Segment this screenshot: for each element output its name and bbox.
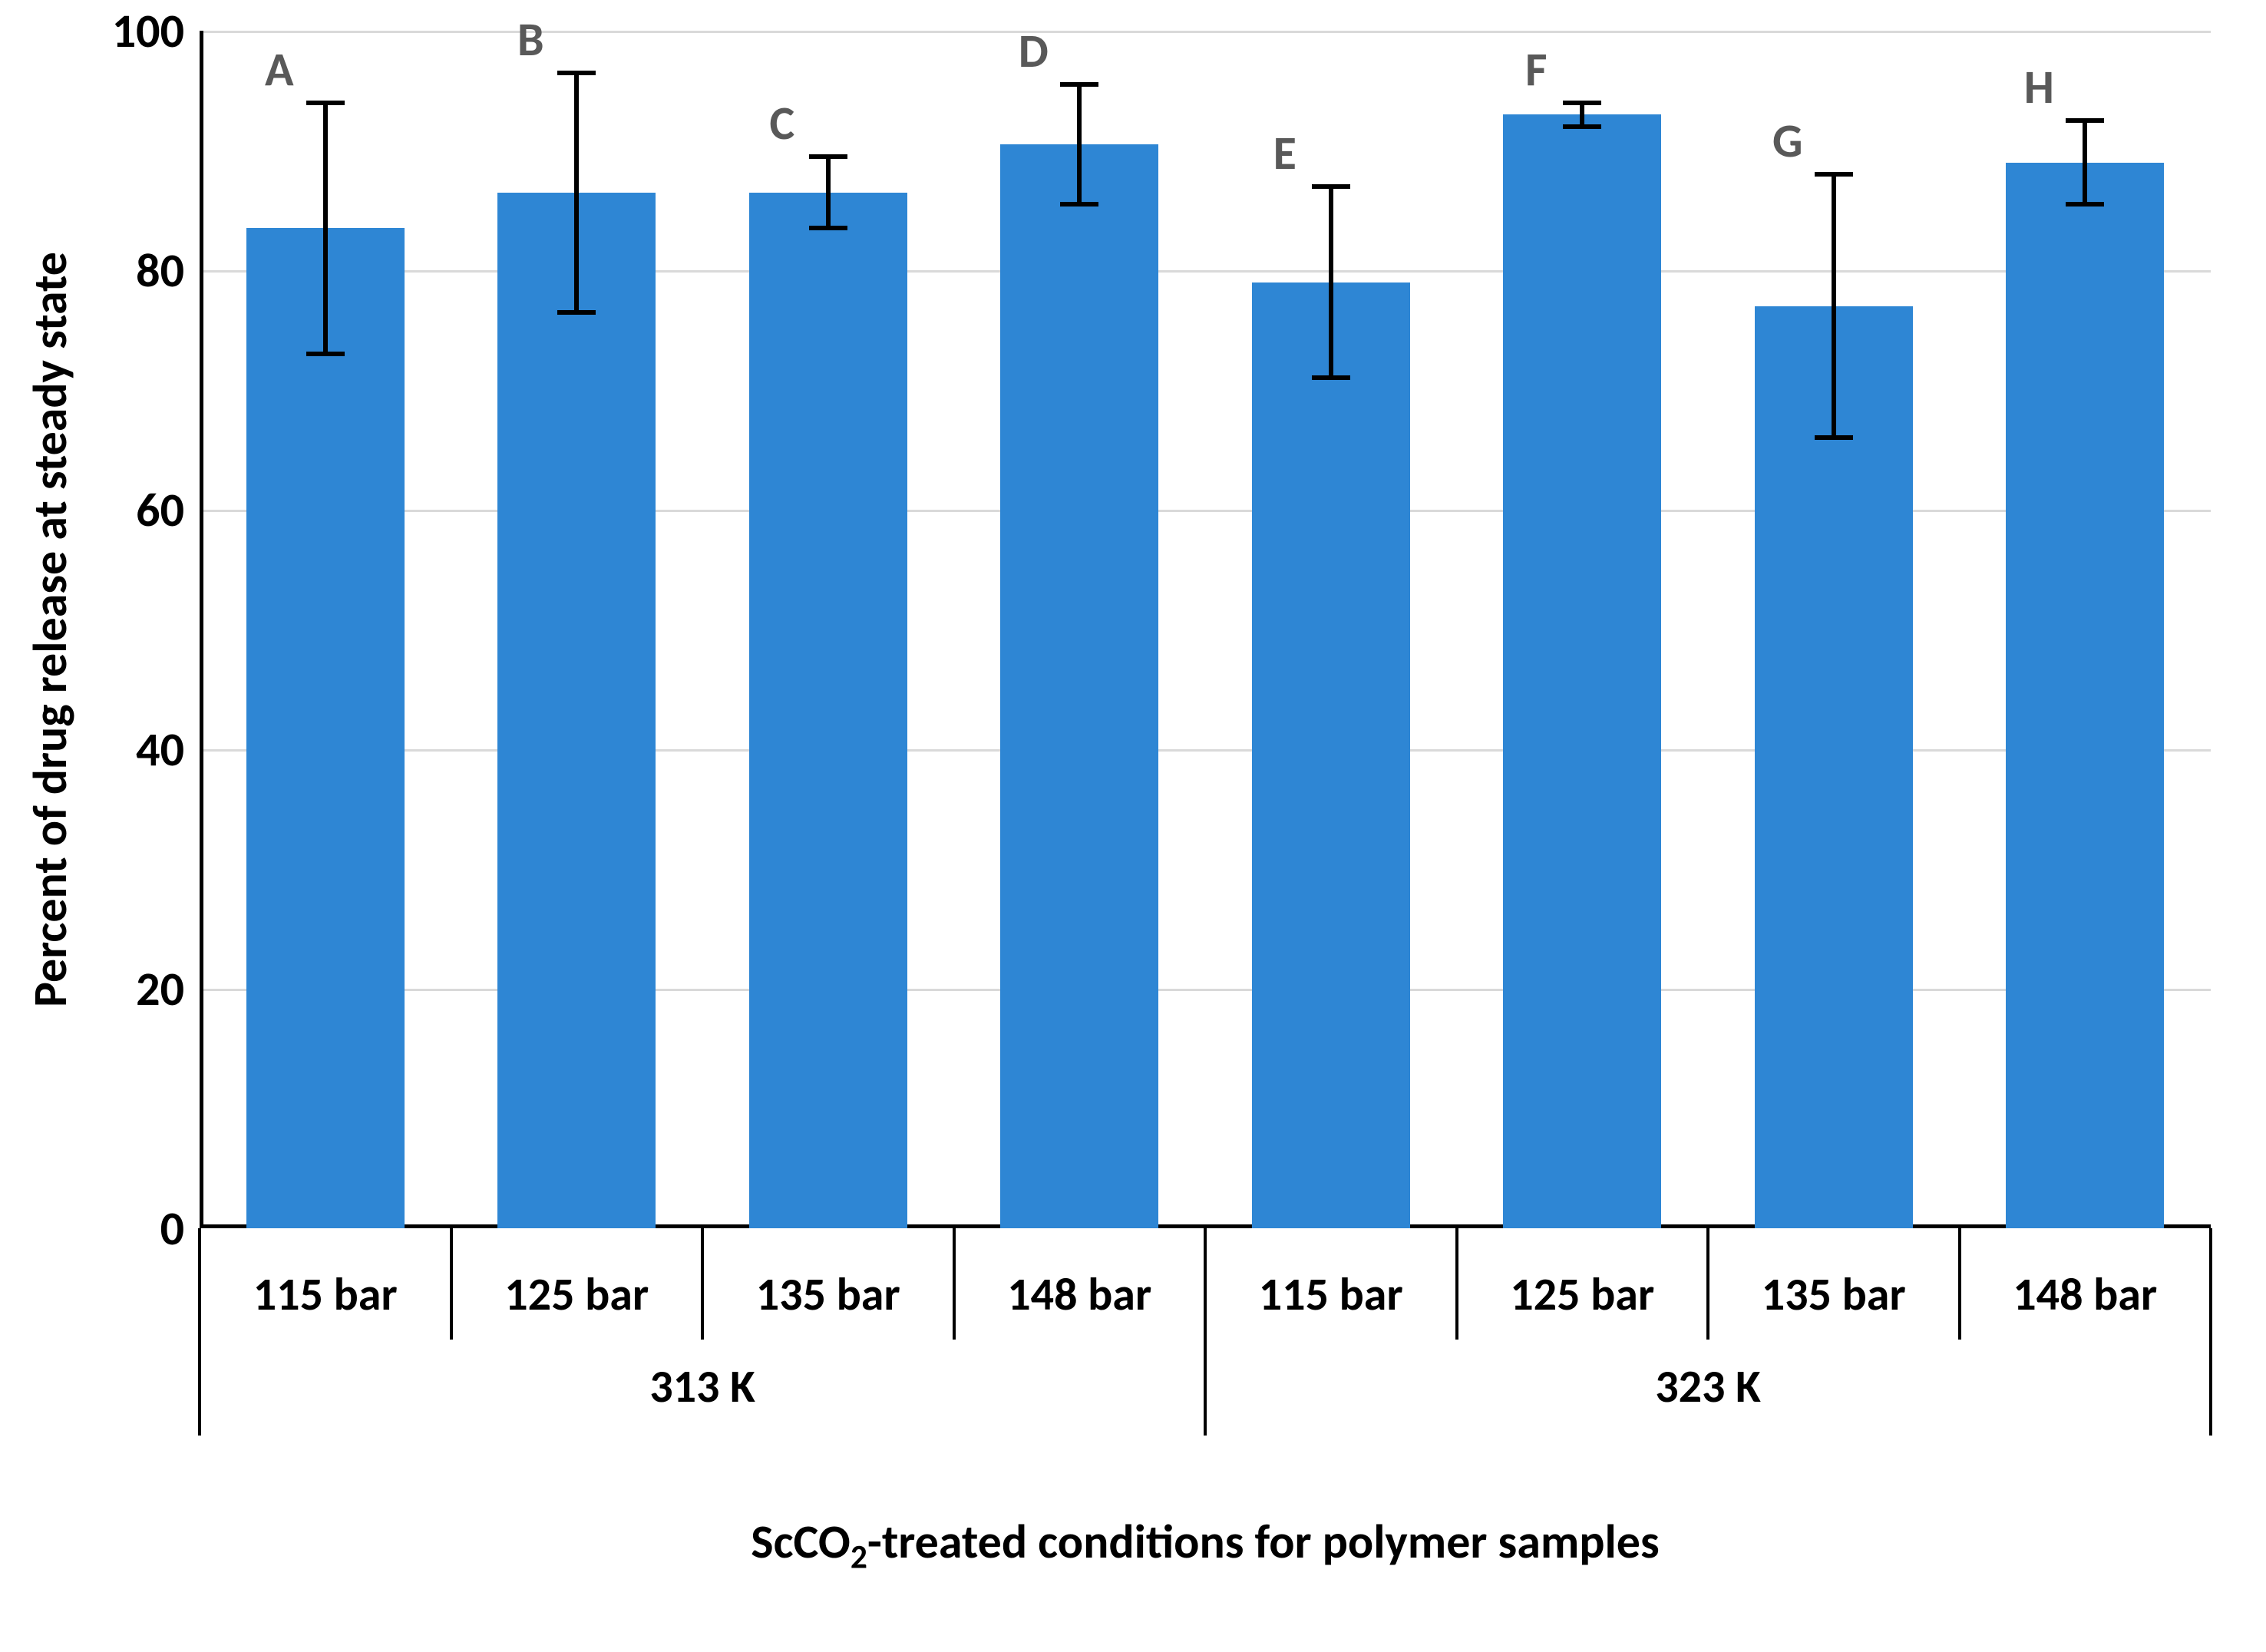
bar — [2006, 163, 2164, 1228]
x-tick-mark — [1958, 1228, 1961, 1340]
y-tick-label: 100 — [112, 2, 200, 60]
bar-letter-label: H — [2024, 58, 2054, 116]
y-tick-label: 0 — [160, 1199, 200, 1257]
bar-letter-label: A — [265, 40, 294, 98]
x-tick-mark — [701, 1228, 704, 1340]
y-tick-label: 40 — [136, 720, 200, 778]
bar — [497, 193, 656, 1228]
y-axis-title: Percent of drug release at steady state — [21, 252, 79, 1007]
bar — [1755, 306, 1913, 1228]
x-category-label: 148 bar — [1007, 1267, 1151, 1323]
x-tick-mark — [1706, 1228, 1709, 1340]
x-category-label: 148 bar — [2013, 1267, 2157, 1323]
x-category-label: 115 bar — [1259, 1267, 1403, 1323]
x-group-label: 313 K — [649, 1359, 755, 1415]
gridline — [200, 31, 2211, 33]
bar — [246, 228, 405, 1228]
plot-area: 020406080100A115 barB125 barC135 barD148… — [200, 31, 2211, 1228]
x-tick-mark — [1204, 1228, 1207, 1436]
x-tick-mark — [198, 1228, 201, 1436]
bar — [1503, 114, 1661, 1228]
x-tick-mark — [1455, 1228, 1458, 1340]
x-category-label: 135 bar — [1762, 1267, 1906, 1323]
x-group-label: 323 K — [1655, 1359, 1761, 1415]
x-category-label: 135 bar — [756, 1267, 900, 1323]
x-category-label: 125 bar — [504, 1267, 649, 1323]
bar-letter-label: E — [1273, 124, 1297, 182]
x-tick-mark — [2209, 1228, 2212, 1436]
bar-letter-label: B — [517, 10, 544, 68]
y-axis-line — [200, 31, 203, 1228]
x-axis-title: ScCO2-treated conditions for polymer sam… — [751, 1512, 1659, 1577]
bar-letter-label: G — [1772, 111, 1803, 170]
x-category-label: 115 bar — [253, 1267, 398, 1323]
x-tick-mark — [953, 1228, 956, 1340]
chart-container: Percent of drug release at steady state … — [0, 0, 2266, 1652]
bar-letter-label: C — [769, 94, 794, 152]
x-category-label: 125 bar — [1510, 1267, 1654, 1323]
x-tick-mark — [450, 1228, 453, 1340]
y-tick-label: 20 — [136, 960, 200, 1018]
bar — [749, 193, 907, 1228]
bar — [1252, 282, 1410, 1228]
y-tick-label: 60 — [136, 481, 200, 539]
bar — [1000, 144, 1158, 1228]
bar-letter-label: D — [1019, 21, 1049, 80]
bar-letter-label: F — [1525, 40, 1547, 98]
y-tick-label: 80 — [136, 241, 200, 299]
